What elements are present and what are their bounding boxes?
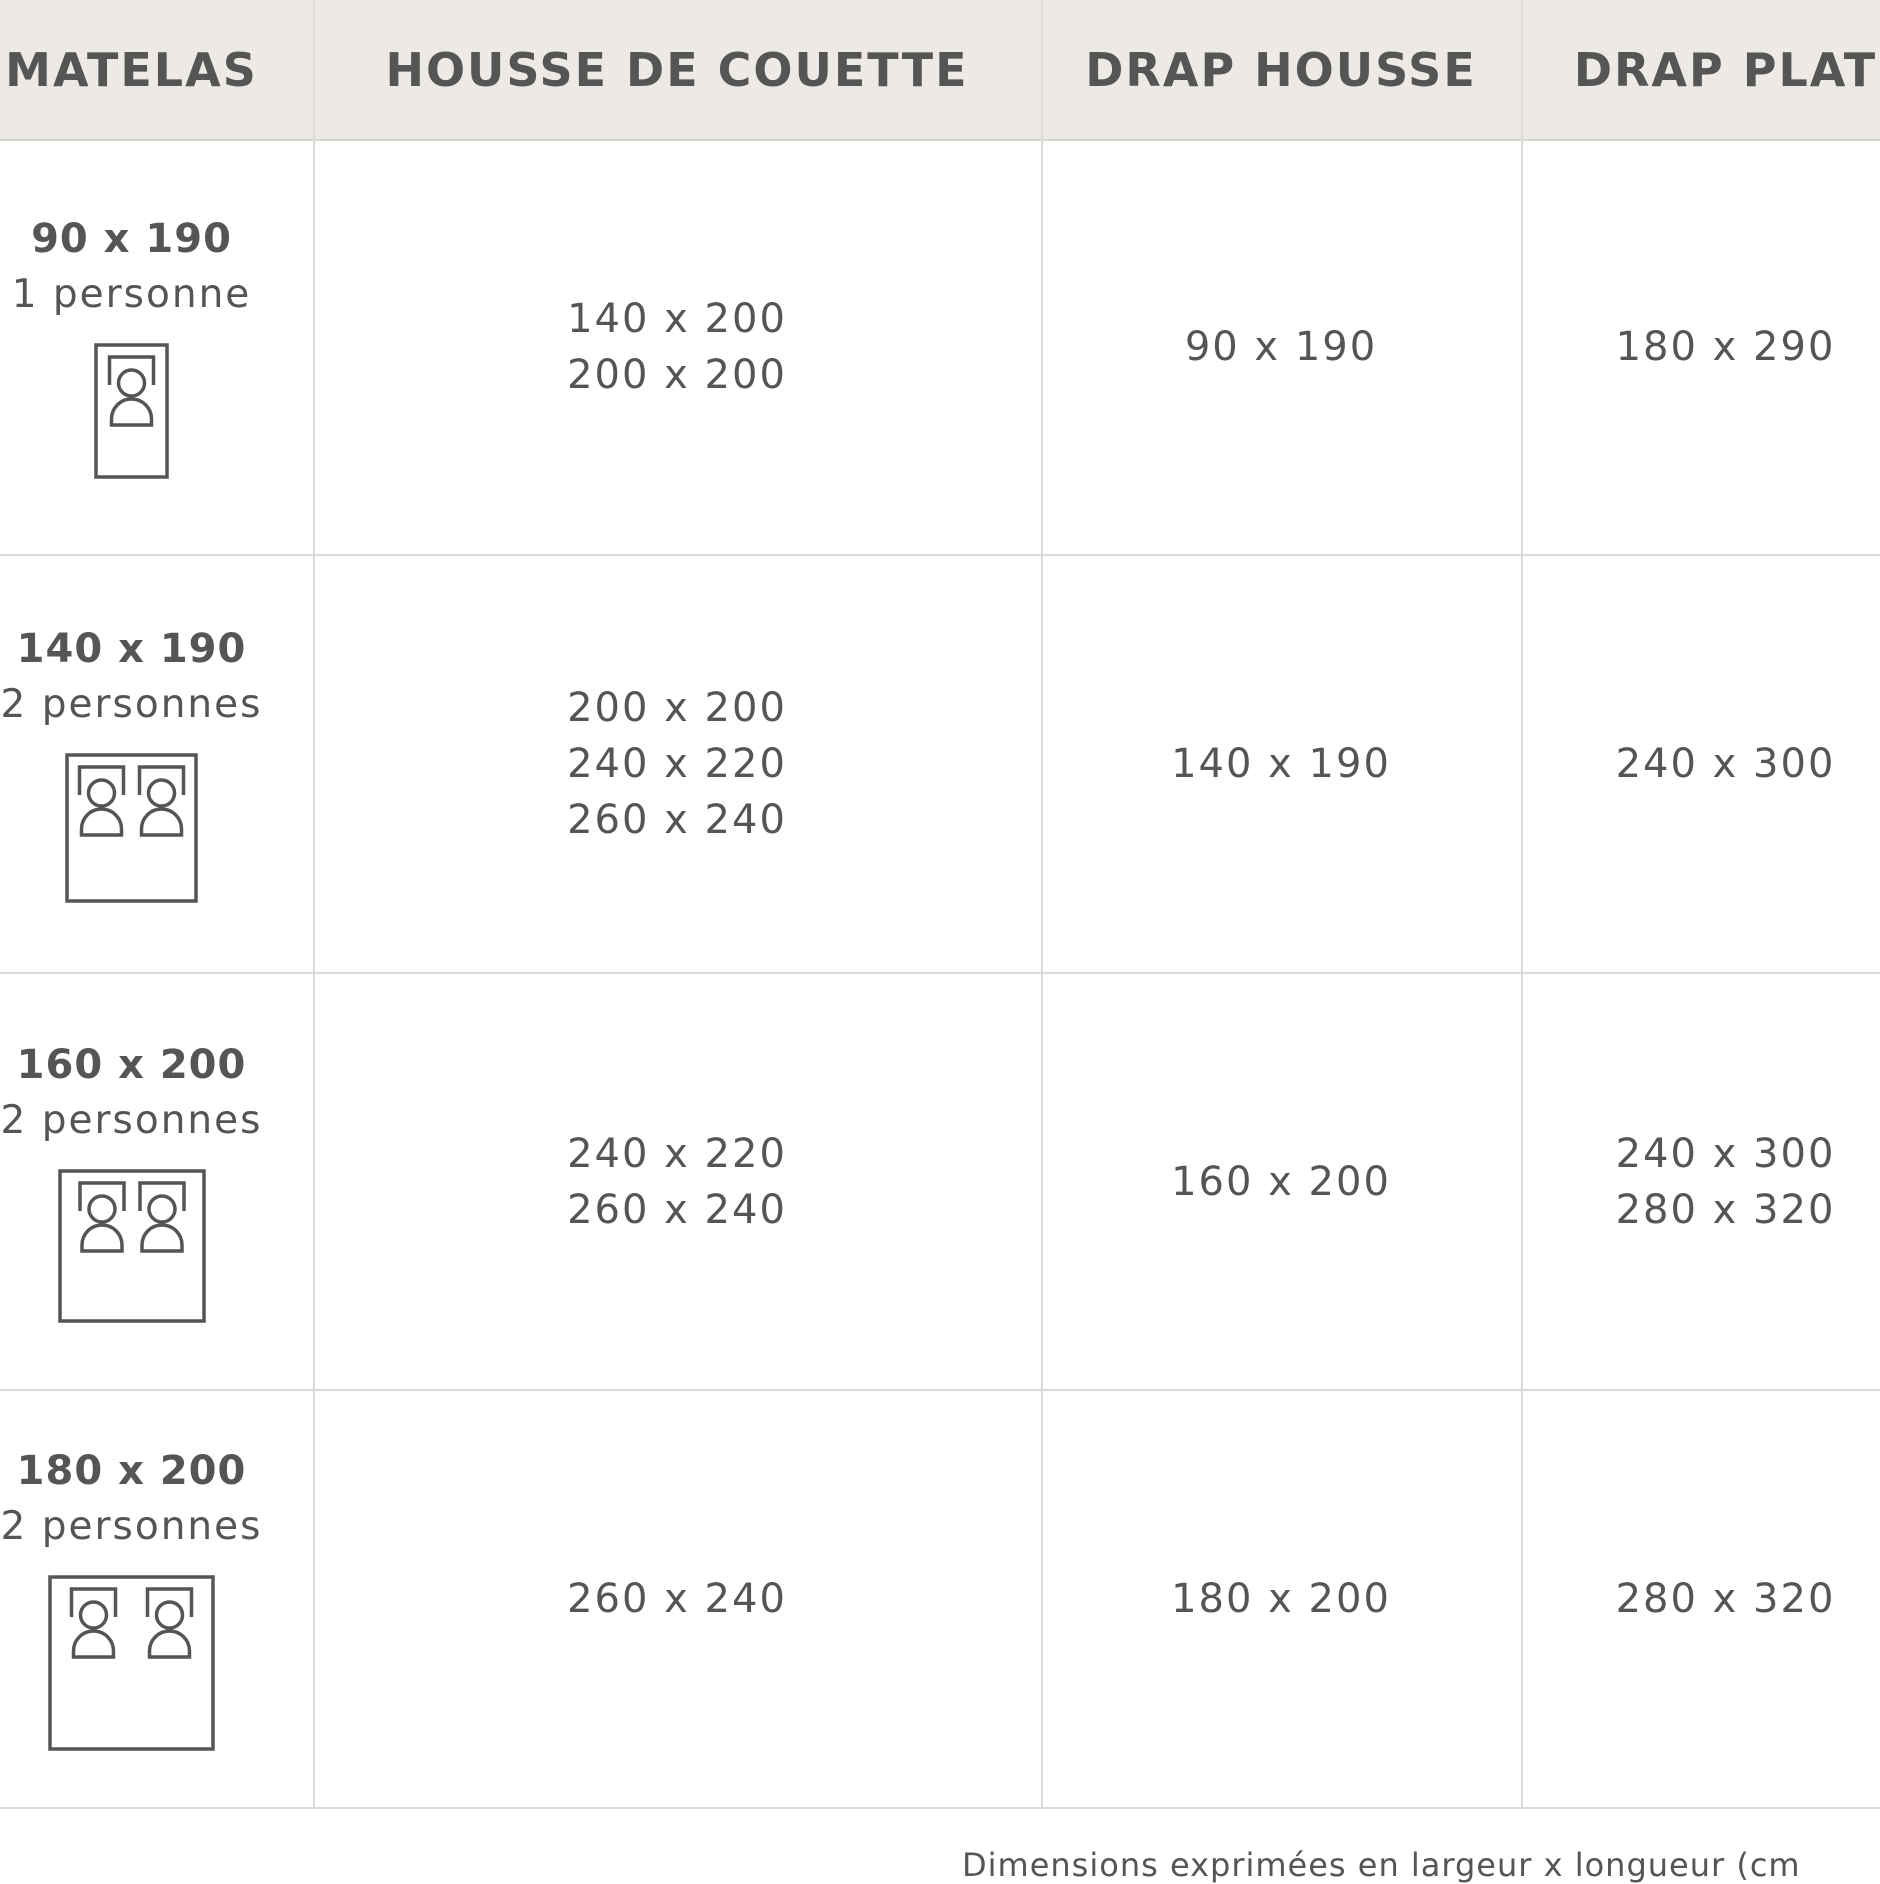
size-value: 260 x 240: [567, 1186, 787, 1233]
size-value: 180 x 290: [1615, 324, 1836, 370]
persons-label: 2 personnes: [0, 1097, 263, 1143]
matelas-cell: 160 x 200 2 personnes: [0, 973, 313, 1390]
mattress-size: 90 x 190: [31, 216, 232, 262]
drap-plat-cell: 280 x 320: [1521, 1390, 1880, 1808]
column-divider: [313, 0, 315, 1808]
size-value: 260 x 240: [567, 797, 787, 843]
header-drap-housse: DRAP HOUSSE: [1085, 42, 1477, 97]
size-value: 200 x 200: [567, 685, 787, 731]
single-bed-icon: [94, 343, 169, 483]
size-value: 280 x 320: [1615, 1576, 1836, 1622]
header-matelas: MATELAS: [5, 42, 258, 97]
column-divider: [1521, 0, 1523, 1808]
mattress-size: 180 x 200: [16, 1448, 247, 1494]
size-value: 140 x 200: [567, 296, 787, 342]
row-divider: [0, 1807, 1880, 1809]
matelas-cell: 90 x 190 1 personne: [0, 139, 313, 555]
double-bed-icon: [65, 753, 198, 907]
housse-cell: 140 x 200 200 x 200: [313, 139, 1041, 555]
housse-cell: 260 x 240: [313, 1390, 1041, 1808]
header-drap-plat: DRAP PLAT: [1573, 42, 1878, 97]
row-divider: [0, 1389, 1880, 1391]
size-value: 240 x 220: [567, 1130, 787, 1177]
size-value: 260 x 240: [567, 1576, 787, 1622]
row-divider: [0, 554, 1880, 556]
mattress-size: 140 x 190: [16, 626, 247, 672]
persons-label: 1 personne: [11, 272, 252, 317]
persons-label: 2 personnes: [0, 1504, 263, 1549]
drap-housse-cell: 90 x 190: [1041, 139, 1521, 555]
matelas-cell: 180 x 200 2 personnes: [0, 1390, 313, 1808]
drap-plat-cell: 240 x 300 280 x 320: [1521, 973, 1880, 1390]
row-divider: [0, 972, 1880, 974]
drap-housse-cell: 140 x 190: [1041, 555, 1521, 973]
drap-plat-cell: 240 x 300: [1521, 555, 1880, 973]
size-value: 140 x 190: [1171, 741, 1391, 787]
size-value: 280 x 320: [1615, 1186, 1836, 1233]
persons-label: 2 personnes: [0, 682, 263, 727]
size-value: 160 x 200: [1171, 1158, 1391, 1205]
column-divider: [1041, 0, 1043, 1808]
drap-housse-cell: 180 x 200: [1041, 1390, 1521, 1808]
size-value: 240 x 300: [1615, 741, 1836, 787]
drap-housse-cell: 160 x 200: [1041, 973, 1521, 1390]
footer-note: Dimensions exprimées en largeur x longue…: [962, 1846, 1801, 1884]
housse-cell: 200 x 200 240 x 220 260 x 240: [313, 555, 1041, 973]
size-value: 240 x 220: [567, 741, 787, 787]
mattress-size: 160 x 200: [16, 1041, 247, 1088]
size-value: 200 x 200: [567, 352, 787, 398]
size-value: 90 x 190: [1184, 324, 1378, 370]
matelas-cell: 140 x 190 2 personnes: [0, 555, 313, 973]
queen-bed-icon: [57, 1168, 206, 1327]
header-housse-de-couette: HOUSSE DE COUETTE: [385, 42, 969, 97]
size-value: 180 x 200: [1171, 1576, 1391, 1622]
drap-plat-cell: 180 x 290: [1521, 139, 1880, 555]
size-value: 240 x 300: [1615, 1130, 1836, 1177]
king-bed-icon: [48, 1575, 215, 1755]
housse-cell: 240 x 220 260 x 240: [313, 973, 1041, 1390]
